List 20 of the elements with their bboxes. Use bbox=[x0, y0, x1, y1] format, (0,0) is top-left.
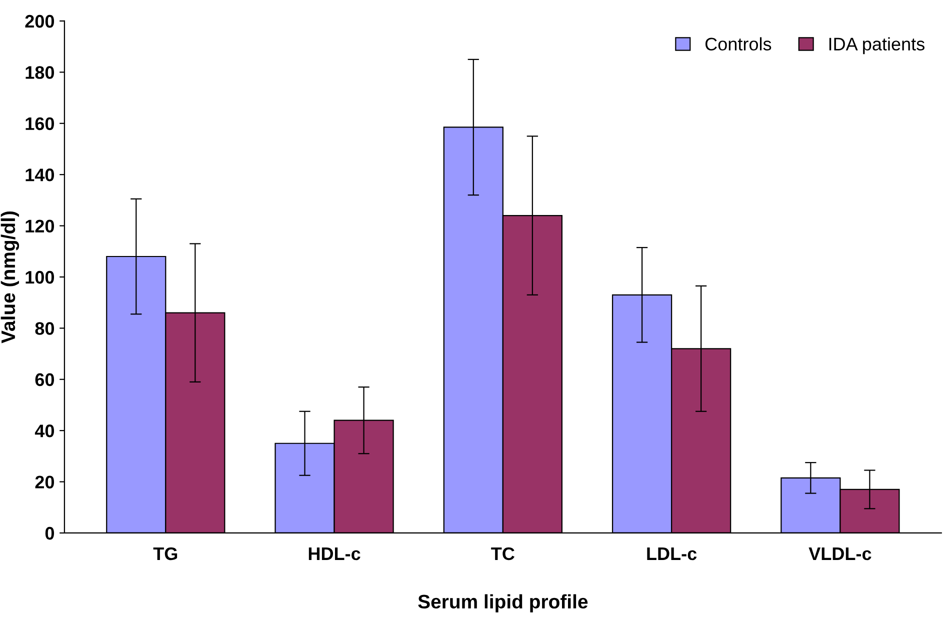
y-tick-label: 40 bbox=[34, 424, 54, 438]
y-tick-label: 200 bbox=[25, 14, 54, 28]
y-tick-label: 180 bbox=[26, 66, 54, 79]
y-axis-title: Value (nmg/dl) bbox=[0, 212, 20, 344]
y-tick-label: 140 bbox=[26, 168, 54, 182]
y-tick-label: 160 bbox=[26, 117, 54, 130]
x-tick-label: TG bbox=[153, 547, 178, 560]
legend-label: IDA patients bbox=[829, 37, 924, 54]
legend-label: Controls bbox=[705, 37, 772, 50]
y-tick-label: 20 bbox=[35, 476, 54, 488]
y-tick-label: 60 bbox=[35, 373, 54, 386]
y-tick-label: 0 bbox=[45, 526, 54, 540]
y-tick-label: 120 bbox=[26, 220, 54, 232]
x-axis-title: Serum lipid profile bbox=[418, 594, 588, 612]
x-tick-label: TC bbox=[491, 547, 514, 560]
y-tick-label: 100 bbox=[26, 270, 54, 284]
x-tick-label: LDL-c bbox=[647, 548, 697, 560]
x-tick-label: VLDL-c bbox=[808, 548, 872, 560]
x-tick-label: HDL-c bbox=[308, 548, 360, 560]
y-tick-label: 80 bbox=[35, 322, 54, 335]
